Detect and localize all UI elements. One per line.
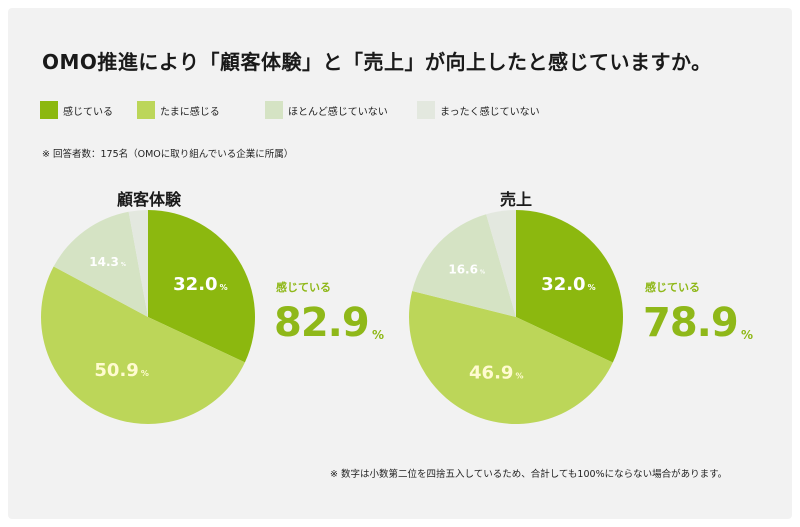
pie-slice-customer-experience-sometimes [41,266,245,424]
pie-slice-sales-feel [516,210,623,363]
pie-slice-sales-rarely [412,214,516,317]
summary-value-customer-experience: 82.9 [274,300,370,346]
legend-swatch-rarely [265,101,283,119]
data-label-customer-experience-rarely: 14.3% [89,255,126,269]
legend-item-feel: 感じている [40,101,137,119]
data-label-customer-experience-feel: 32.0% [173,274,227,295]
summary-label-customer-experience: 感じている [276,281,331,294]
legend-item-rarely: ほとんど感じていない [265,101,417,119]
legend-swatch-never [417,101,435,119]
pie-slice-customer-experience-rarely [53,211,148,317]
legend: 感じている たまに感じる ほとんど感じていない まったく感じていない [40,101,540,119]
chart-title-customer-experience: 顧客体験 [117,190,182,209]
legend-label-rarely: ほとんど感じていない [288,106,388,118]
pie-slice-sales-sometimes [409,291,613,424]
pie-slice-customer-experience-never [128,210,148,317]
page-title: OMO推進により「顧客体験」と「売上」が向上したと感じていますか。 [42,50,712,74]
data-label-sales-rarely: 16.6% [448,263,485,277]
rounding-note: ※ 数字は小数第二位を四捨五入しているため、合計しても100%にならない場合があ… [330,469,728,480]
chart-title-sales: 売上 [500,190,533,209]
legend-swatch-feel [40,101,58,119]
pie-slice-sales-never [486,210,516,317]
summary-unit-customer-experience: % [372,328,385,342]
legend-label-never: まったく感じていない [440,106,540,118]
summary-unit-sales: % [741,328,754,342]
data-label-customer-experience-sometimes: 50.9% [94,360,148,381]
data-label-sales-sometimes: 46.9% [469,363,523,384]
data-label-sales-feel: 32.0% [541,274,595,295]
legend-label-feel: 感じている [63,106,113,118]
legend-item-sometimes: たまに感じる [137,101,265,119]
respondents-note: ※ 回答者数：175名（OMOに取り組んでいる企業に所属） [42,149,294,160]
legend-swatch-sometimes [137,101,155,119]
summary-label-sales: 感じている [645,281,700,294]
pie-slice-customer-experience-feel [148,210,255,363]
summary-value-sales: 78.9 [643,300,739,346]
legend-item-never: まったく感じていない [417,101,540,119]
legend-label-sometimes: たまに感じる [160,106,220,118]
